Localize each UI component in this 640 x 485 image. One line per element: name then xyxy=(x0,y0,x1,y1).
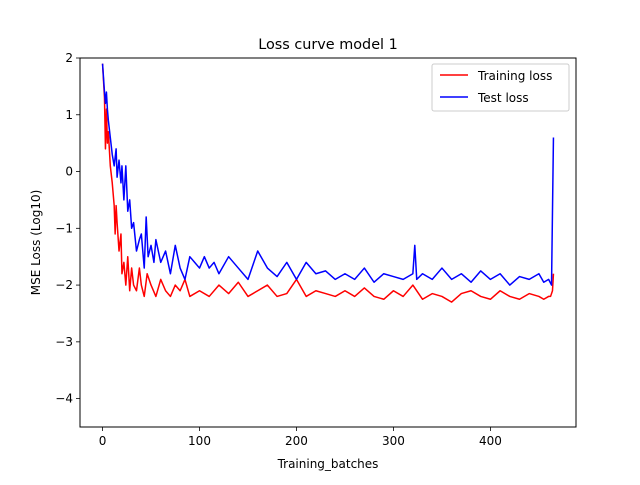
x-tick-label: 300 xyxy=(382,434,405,448)
chart-title: Loss curve model 1 xyxy=(258,37,398,53)
y-axis: −4 −3 −2 −1 0 1 2 xyxy=(55,51,80,406)
x-tick-label: 0 xyxy=(99,434,107,448)
x-tick-label: 100 xyxy=(188,434,211,448)
y-tick-label: −4 xyxy=(55,392,73,406)
x-tick-label: 400 xyxy=(479,434,502,448)
y-tick-label: −1 xyxy=(55,221,73,235)
x-tick-label: 200 xyxy=(285,434,308,448)
plot-frame xyxy=(79,57,577,428)
legend: Training loss Test loss xyxy=(431,63,570,112)
y-tick-label: 0 xyxy=(65,165,73,179)
x-axis-label: Training_batches xyxy=(277,457,379,471)
series-line-test-loss xyxy=(101,63,555,286)
y-tick-label: −3 xyxy=(55,335,73,349)
series-line-training-loss xyxy=(101,63,555,303)
y-tick-label: −2 xyxy=(55,278,73,292)
legend-label-test-loss: Test loss xyxy=(477,91,529,105)
plot-lines xyxy=(101,63,555,303)
x-axis: 0 100 200 300 400 xyxy=(99,427,502,448)
legend-label-training-loss: Training loss xyxy=(477,69,552,83)
y-tick-label: 1 xyxy=(65,108,73,122)
y-tick-label: 2 xyxy=(65,51,73,65)
y-axis-label: MSE Loss (Log10) xyxy=(29,190,43,296)
